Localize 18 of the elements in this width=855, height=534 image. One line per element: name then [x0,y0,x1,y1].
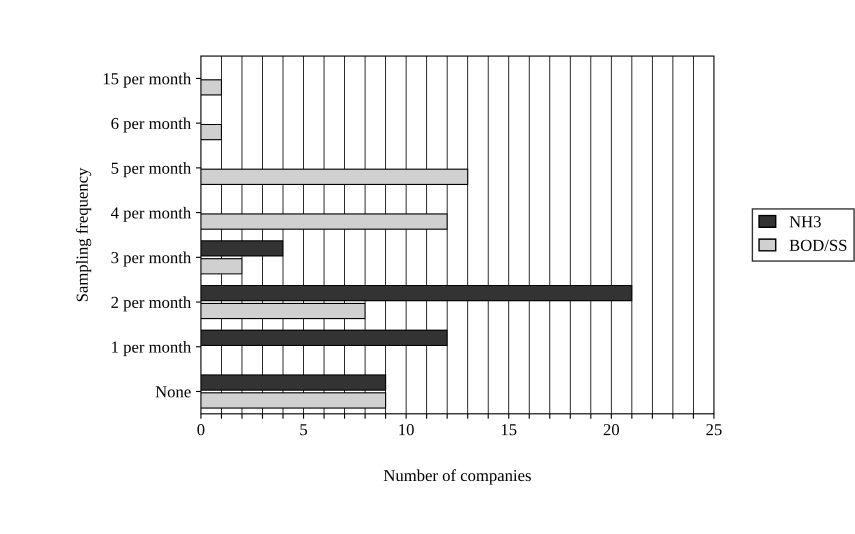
y-tick-label: 3 per month [111,252,191,267]
legend-label: BOD/SS [790,240,846,251]
legend-label: NH3 [790,216,821,228]
x-tick-label: 5 [300,424,308,436]
y-tick-label: None [156,386,191,398]
y-tick-label: 5 per month [112,162,191,178]
x-axis-title: Number of companies [384,469,531,485]
y-axis-title: Sampling frequency [76,168,92,302]
y-tick-label: 1 per month [112,340,191,356]
x-tick-label: 0 [197,424,204,436]
x-tick-label: 25 [706,424,722,436]
y-tick-label: 6 per month [111,117,191,132]
y-tick-label: 2 per month [111,296,191,312]
y-tick-label: 15 per month [104,72,191,88]
x-tick-label: 10 [399,424,414,436]
x-tick-label: 15 [502,424,516,436]
x-tick-label: 20 [604,424,620,436]
y-tick-label: 4 per month [110,206,191,222]
